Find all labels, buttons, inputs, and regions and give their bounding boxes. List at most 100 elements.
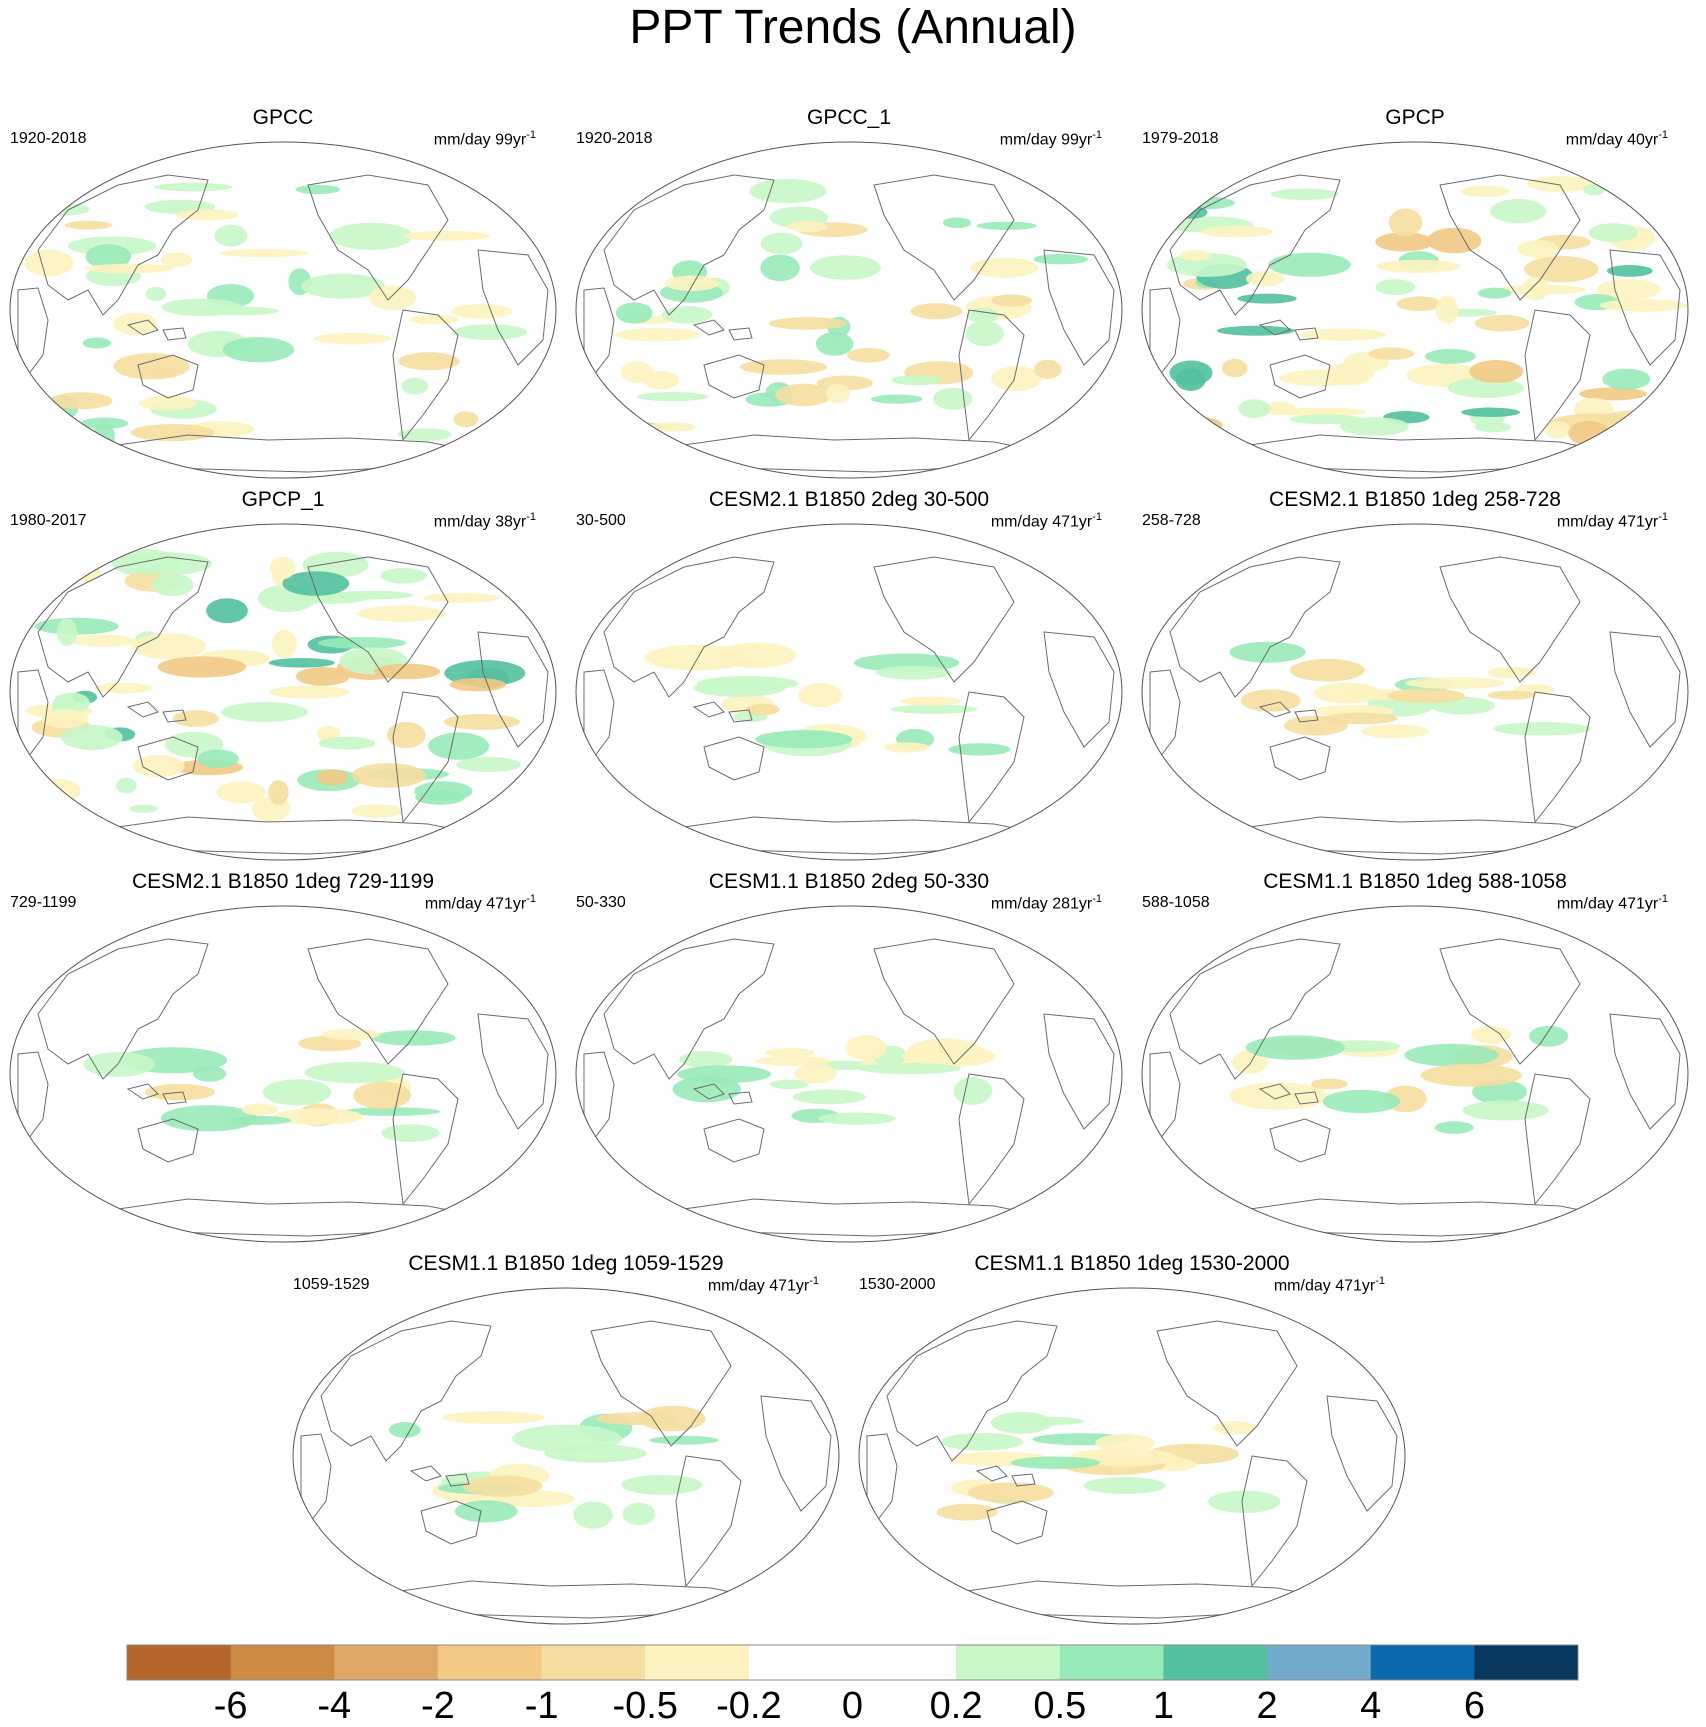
- coastline: [1149, 669, 1181, 759]
- trend-contour-patch: [1368, 347, 1415, 360]
- trend-contour-patch: [1222, 359, 1248, 378]
- trend-contour-patch: [948, 743, 1011, 756]
- panel-period: 30-500: [576, 512, 626, 529]
- trend-contour-patch: [1606, 265, 1653, 277]
- trend-contour-patch: [273, 1108, 364, 1125]
- colorbar-swatch: [1370, 1645, 1475, 1680]
- trend-contour-patch: [1262, 401, 1297, 415]
- trend-contour-patch: [82, 337, 112, 349]
- trend-contour-patch: [677, 1065, 772, 1084]
- coastline: [1609, 631, 1681, 748]
- colorbar-tick-label: 0.5: [1033, 1685, 1086, 1727]
- coastline: [1326, 1395, 1398, 1512]
- trend-contour-patch: [966, 307, 999, 323]
- coastline: [1609, 1013, 1681, 1130]
- coastline: [1258, 701, 1291, 718]
- trend-contour-patch: [282, 571, 350, 596]
- trend-contour-patch: [1602, 368, 1651, 390]
- trend-contour-patch: [637, 392, 709, 402]
- trend-contour-patch: [798, 683, 843, 708]
- trend-contour-patch: [1544, 421, 1572, 439]
- coastline: [1439, 556, 1581, 683]
- trend-contour-patch: [1521, 277, 1550, 301]
- trend-contour-patch: [56, 618, 78, 647]
- trend-contour-patch: [318, 736, 376, 750]
- trend-contour-patch: [846, 348, 890, 363]
- trend-contour-patch: [409, 314, 460, 325]
- trend-contour-patch: [754, 1056, 832, 1066]
- coastline: [975, 1465, 1008, 1482]
- trend-contour-patch: [83, 1052, 155, 1077]
- trend-contour-patch: [374, 663, 440, 680]
- trend-contour-patch: [368, 285, 417, 310]
- colorbar-swatch: [1059, 1645, 1164, 1680]
- trend-contour-patch: [172, 710, 219, 727]
- trend-contour-patch: [858, 1063, 962, 1074]
- trend-contour-patch: [450, 303, 513, 319]
- coastline: [162, 327, 187, 341]
- coastline: [682, 434, 1036, 473]
- coastline: [603, 556, 775, 698]
- figure-title: PPT Trends (Annual): [629, 1, 1077, 54]
- trend-contour-patch: [755, 730, 853, 749]
- coastline: [1149, 287, 1181, 377]
- coastline: [126, 701, 159, 718]
- trend-contour-patch: [353, 1081, 412, 1110]
- panel-period: 1980-2017: [10, 512, 87, 529]
- trend-contour-patch: [371, 1030, 456, 1046]
- trend-contour-patch: [900, 696, 961, 706]
- coastline: [1258, 1083, 1291, 1100]
- coastline: [1156, 1320, 1298, 1447]
- colorbar-swatch: [1474, 1645, 1579, 1680]
- robinson-map: [1141, 905, 1689, 1243]
- trend-contour-patch: [1298, 328, 1387, 341]
- colorbar-swatch: [645, 1645, 750, 1680]
- coastline: [1269, 1118, 1331, 1163]
- trend-contour-patch: [1375, 279, 1416, 295]
- trend-contour-patch: [1322, 1089, 1401, 1114]
- map-frame: [575, 523, 1123, 861]
- coastline: [399, 1580, 753, 1619]
- coastline: [17, 1051, 49, 1141]
- trend-contour-patch: [1583, 183, 1606, 196]
- trend-contour-patch: [1517, 240, 1559, 259]
- panel-title: GPCC: [252, 106, 314, 129]
- trend-contour-patch: [933, 387, 973, 410]
- trend-contour-patch: [775, 383, 832, 407]
- trend-contour-patch: [746, 703, 780, 716]
- trend-contour-patch: [1216, 325, 1295, 336]
- map-frame: [9, 905, 557, 1243]
- trend-contour-patch: [1470, 1025, 1512, 1044]
- trend-contour-patch: [268, 658, 335, 668]
- trend-contour-patch: [991, 1411, 1053, 1434]
- coastline: [1294, 327, 1319, 341]
- trend-contour-patch: [216, 781, 266, 804]
- trend-contour-patch: [1405, 677, 1506, 690]
- coastline: [1524, 1073, 1591, 1206]
- trend-contour-patch: [70, 563, 102, 582]
- trend-contour-patch: [386, 721, 426, 749]
- trend-contour-patch: [1425, 348, 1476, 364]
- trend-contour-patch: [443, 714, 520, 730]
- map-panel: CESM2.1 B1850 1deg 729-1199 729-1199 mm/da…: [0, 864, 566, 1246]
- coastline: [1524, 309, 1591, 442]
- trend-contour-patch: [72, 634, 136, 647]
- panel-units: mm/day 471yr-1: [1556, 511, 1668, 531]
- coastline: [477, 1013, 549, 1130]
- trend-contour-patch: [453, 411, 479, 428]
- trend-contour-patch: [21, 778, 81, 804]
- trend-contour-patch: [649, 1435, 719, 1445]
- trend-contour-patch: [269, 685, 350, 699]
- coastline: [116, 816, 470, 855]
- trend-contour-patch: [910, 303, 963, 320]
- trend-contour-patch: [1270, 188, 1339, 200]
- coastline: [420, 1500, 482, 1545]
- trend-contour-patch: [794, 1063, 837, 1084]
- trend-contour-patch: [787, 220, 828, 233]
- map-panel: CESM2.1 B1850 2deg 30-500 30-500 mm/day 47…: [566, 482, 1132, 864]
- trend-contour-patch: [397, 428, 452, 441]
- coastline: [392, 1073, 459, 1206]
- trend-contour-patch: [462, 1475, 543, 1497]
- coastline: [692, 319, 725, 336]
- trend-contour-patch: [1034, 359, 1062, 379]
